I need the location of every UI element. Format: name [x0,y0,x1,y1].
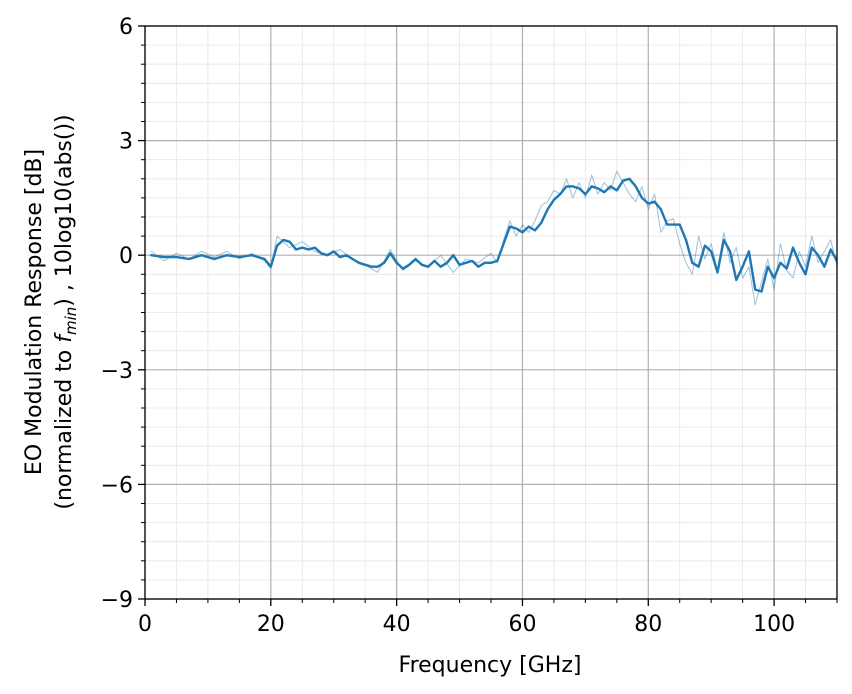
y-axis-label-line2-sub: min [62,307,80,335]
y-axis-label-line2-prefix: (normalized to [52,343,77,510]
x-tick-label: 80 [634,612,662,637]
ticks-layer [138,25,838,606]
x-tick-label: 100 [753,612,795,637]
x-tick-label: 40 [383,612,411,637]
y-axis-label-line2-suffix: ) , 10log10(abs()) [52,114,77,306]
y-tick-label: 0 [119,244,133,269]
x-tick-label: 20 [257,612,285,637]
y-axis-label-line2-var: f [52,332,77,343]
series-layer [150,170,837,306]
x-axis-label: Frequency [GHz] [399,653,582,678]
y-axis-label-line2: (normalized to fmin) , 10log10(abs()) [52,114,80,509]
y-axis-label-2: (normalized to fmin) , 10log10(abs()) [52,114,80,509]
y-tick-label: −3 [101,359,133,384]
x-tick-labels: 0 20 40 60 80 100 [138,612,795,637]
x-tick-label: 60 [508,612,536,637]
y-tick-labels: −9 −6 −3 0 3 6 [101,15,133,613]
raw-response-line [150,170,837,306]
x-tick-label: 0 [138,612,152,637]
y-tick-label: −6 [101,473,133,498]
y-axis-label: EO Modulation Response [dB] [22,149,47,475]
y-axis-label-line1: EO Modulation Response [dB] [22,149,47,475]
y-tick-label: 6 [119,15,133,40]
smoothed-response-line [150,177,837,293]
y-tick-label: −9 [101,588,133,613]
y-tick-label: 3 [119,130,133,155]
minor-grid [145,26,838,599]
